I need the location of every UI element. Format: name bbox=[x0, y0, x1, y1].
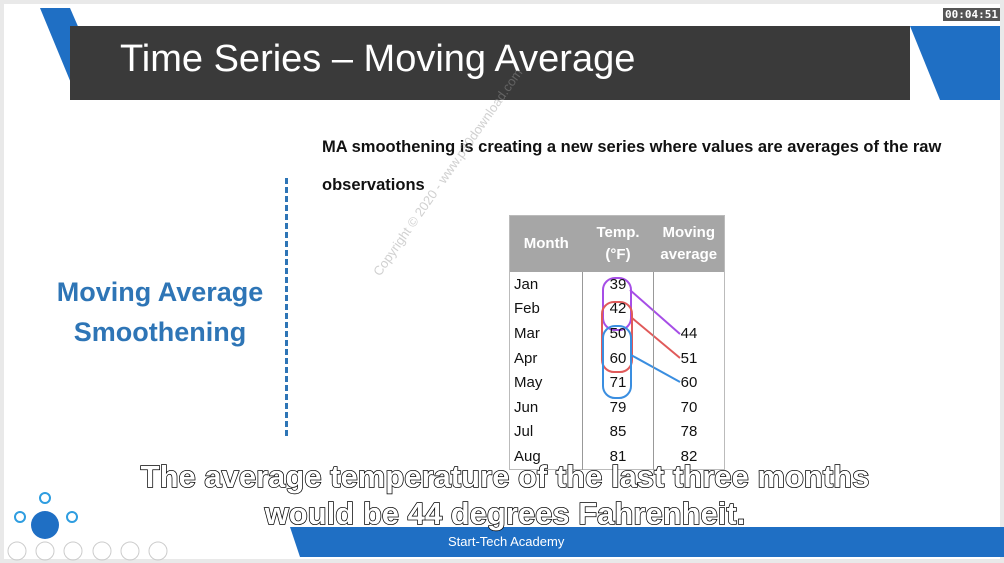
table-body: Jan 39 Feb 42 Mar 50 44 Apr 60 51 May 71 60 Jun 79 70 Ju… bbox=[510, 272, 725, 470]
table-cell: 39 bbox=[582, 272, 654, 297]
nav-icons[interactable] bbox=[7, 541, 168, 561]
table-row: Jan 39 bbox=[510, 272, 725, 297]
table-cell: Aug bbox=[514, 447, 541, 465]
table-cell: 82 bbox=[653, 444, 725, 470]
video-timer: 00:04:51 bbox=[943, 8, 1000, 21]
table-row: Jun 79 70 bbox=[510, 394, 725, 420]
table-row: Feb 42 bbox=[510, 296, 725, 322]
column-header: Month bbox=[509, 215, 583, 272]
data-table: Month Temp. (°F) Moving average Jan 39 Feb 42… bbox=[509, 215, 725, 470]
table-cell: Jan bbox=[514, 275, 539, 293]
subtitle: The average temperature of the last thre… bbox=[140, 458, 870, 532]
table-cell: 79 bbox=[582, 394, 654, 420]
table-cell: 70 bbox=[653, 394, 725, 420]
side-title: Moving Average Smoothening bbox=[56, 277, 264, 347]
footer-band bbox=[310, 527, 1004, 557]
table-cell: 81 bbox=[582, 444, 654, 470]
logo bbox=[14, 492, 78, 539]
table-cell: 51 bbox=[653, 345, 725, 371]
table-cell: May bbox=[514, 374, 543, 392]
table-cell: 44 bbox=[653, 321, 725, 346]
table-cell: Mar bbox=[514, 324, 540, 342]
footer-text: Start-Tech Academy bbox=[448, 534, 565, 549]
table-cell: 71 bbox=[582, 370, 654, 395]
slide-title: Time Series – Moving Average bbox=[120, 38, 636, 80]
table-row: Mar 50 44 bbox=[510, 321, 725, 346]
table-cell: 50 bbox=[582, 321, 654, 346]
column-header: Moving average bbox=[653, 215, 725, 272]
table-cell: Apr bbox=[514, 349, 538, 367]
table-cell: Jun bbox=[514, 398, 539, 416]
column-header: Temp. (°F) bbox=[582, 215, 654, 272]
table-cell: Jul bbox=[514, 423, 534, 441]
table-row: Aug 81 82 bbox=[510, 444, 725, 470]
table-cell bbox=[653, 272, 725, 297]
table-cell bbox=[653, 296, 725, 322]
divider bbox=[285, 178, 288, 436]
table-cell: 60 bbox=[653, 370, 725, 395]
table-cell: 78 bbox=[653, 419, 725, 445]
header-band bbox=[70, 26, 910, 100]
table-cell: 42 bbox=[582, 296, 654, 322]
table-cell: 60 bbox=[582, 345, 654, 371]
header-row: Month Temp. (°F) Moving average bbox=[509, 215, 725, 272]
table-cell: Feb bbox=[514, 300, 540, 318]
table-row: Apr 60 51 bbox=[510, 345, 725, 371]
intro-text: MA smoothening is creating a new series … bbox=[322, 138, 942, 194]
table-row: May 71 60 bbox=[510, 370, 725, 395]
table-cell: 85 bbox=[582, 419, 654, 445]
table-row: Jul 85 78 bbox=[510, 419, 725, 445]
